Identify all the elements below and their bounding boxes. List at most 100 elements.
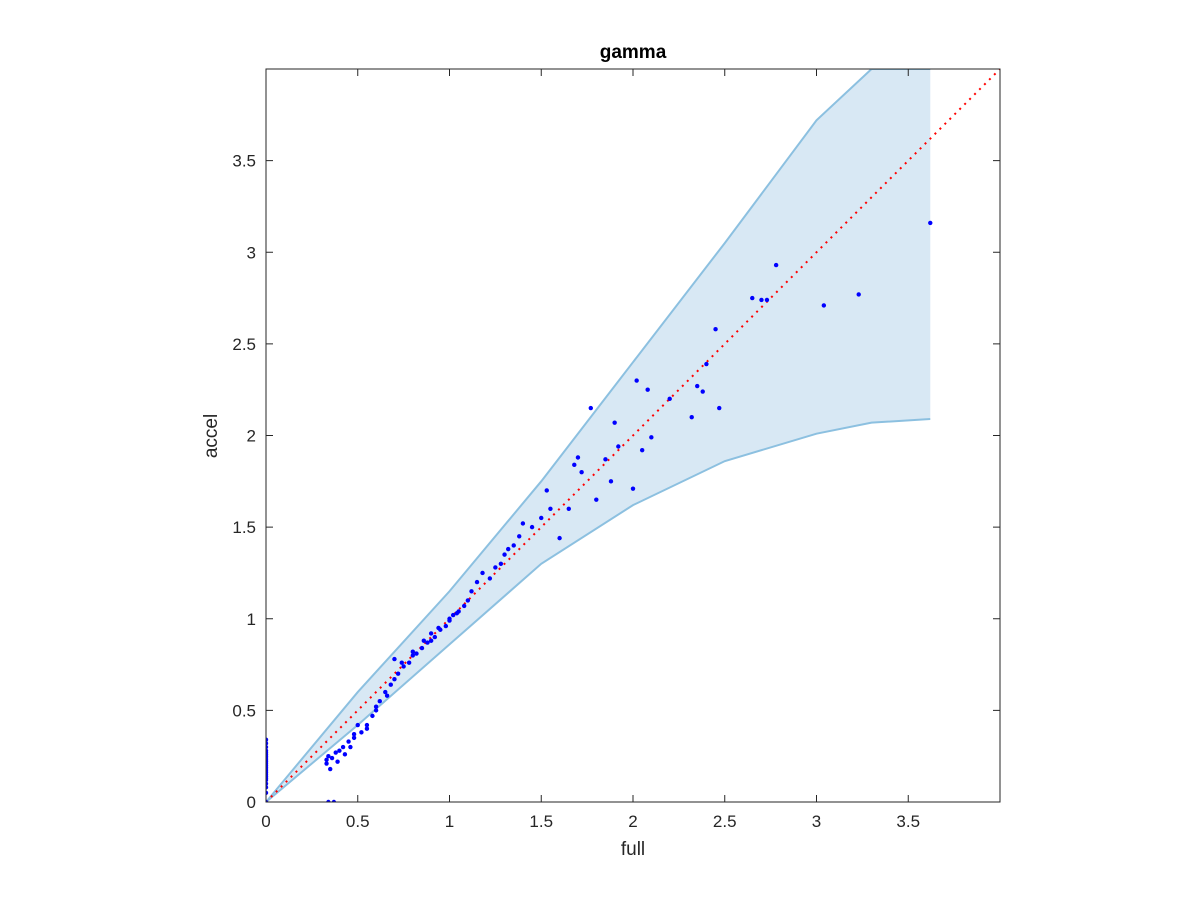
x-tick-label: 1	[445, 812, 454, 831]
y-tick-label: 0.5	[232, 701, 256, 720]
data-point	[539, 515, 544, 521]
data-point	[266, 777, 269, 783]
data-point	[348, 744, 353, 750]
data-point	[469, 589, 474, 594]
data-point	[450, 612, 456, 618]
data-point	[346, 739, 351, 744]
data-point	[544, 488, 549, 493]
x-tick-label: 1.5	[529, 812, 553, 831]
data-point	[856, 292, 861, 297]
data-point	[579, 469, 584, 475]
data-point	[329, 755, 335, 761]
data-point	[603, 457, 608, 462]
data-point	[421, 638, 427, 643]
y-tick-label: 3.5	[232, 152, 256, 171]
data-point	[821, 303, 827, 308]
data-point	[480, 570, 485, 576]
data-point	[447, 616, 452, 621]
y-tick-label: 2	[247, 427, 256, 446]
data-point	[454, 611, 460, 616]
x-tick-label: 3	[812, 812, 821, 831]
data-point	[575, 455, 581, 460]
data-point	[557, 535, 562, 541]
x-tick-label: 3.5	[896, 812, 920, 831]
data-point	[401, 664, 406, 669]
data-point	[487, 576, 493, 581]
data-point	[667, 396, 672, 402]
x-tick-label: 2	[628, 812, 637, 831]
data-point	[392, 677, 397, 682]
confidence-band	[266, 69, 931, 802]
data-point	[266, 785, 269, 790]
data-point	[717, 405, 722, 411]
data-point	[331, 799, 337, 802]
data-point	[333, 750, 338, 755]
data-point	[639, 447, 645, 453]
data-point	[328, 766, 333, 772]
data-point	[572, 462, 577, 468]
x-tick-label: 0	[261, 812, 270, 831]
data-point	[465, 598, 471, 603]
data-point	[616, 444, 621, 449]
data-point	[520, 521, 526, 526]
y-axis-label: accel	[201, 414, 222, 458]
data-point	[266, 799, 269, 802]
data-point	[695, 383, 700, 389]
data-point	[588, 405, 593, 411]
data-point	[373, 708, 379, 713]
data-point	[266, 781, 269, 786]
data-point	[324, 757, 329, 763]
data-point	[608, 479, 614, 484]
y-tick-label: 0	[247, 793, 256, 812]
x-axis-label: full	[621, 839, 645, 860]
data-point	[428, 631, 434, 636]
data-point	[373, 704, 379, 709]
data-point	[506, 546, 511, 552]
data-point	[383, 689, 388, 695]
chart-title: gamma	[600, 42, 667, 63]
data-point	[461, 603, 467, 609]
x-tick-label: 2.5	[713, 812, 737, 831]
data-point	[266, 790, 269, 796]
data-point	[493, 565, 498, 570]
data-point	[759, 297, 764, 303]
x-tick-label: 0.5	[346, 812, 370, 831]
data-point	[377, 699, 382, 704]
data-point	[395, 671, 401, 676]
band-lower-edge	[266, 418, 931, 802]
data-point	[502, 552, 507, 557]
data-point	[428, 638, 434, 643]
data-point	[773, 262, 779, 268]
data-point	[529, 524, 535, 530]
data-point	[750, 295, 755, 301]
data-point	[566, 506, 571, 511]
data-point	[649, 435, 654, 440]
data-point	[324, 761, 329, 766]
data-point	[326, 753, 331, 759]
data-point	[511, 543, 516, 548]
data-point	[594, 497, 599, 502]
y-tick-label: 2.5	[232, 335, 256, 354]
data-point	[364, 722, 370, 728]
data-point	[645, 387, 650, 392]
data-point	[351, 731, 357, 737]
data-point	[266, 741, 269, 746]
data-point	[612, 420, 617, 425]
data-point	[498, 561, 504, 566]
data-point	[410, 649, 415, 654]
data-point	[359, 730, 364, 735]
band-upper-edge	[266, 69, 931, 802]
data-point	[713, 327, 718, 332]
y-tick-label: 3	[247, 243, 256, 262]
data-point	[342, 752, 348, 757]
data-point	[548, 506, 553, 511]
data-point	[410, 653, 415, 658]
data-point	[419, 645, 425, 651]
data-point	[700, 389, 705, 394]
data-point	[436, 625, 441, 631]
y-tick-label: 1.5	[232, 518, 256, 537]
data-point	[335, 759, 340, 764]
data-point	[432, 634, 438, 640]
data-point	[406, 660, 412, 665]
